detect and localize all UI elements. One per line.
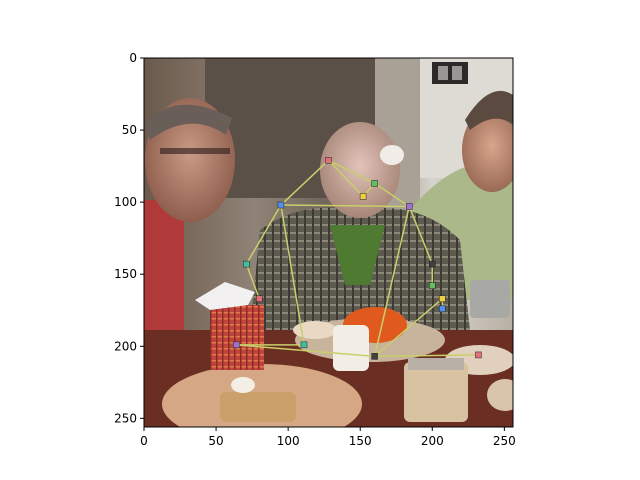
keypoint-marker bbox=[429, 282, 436, 289]
pose-skeleton bbox=[236, 159, 479, 358]
y-tick-label: 250 bbox=[114, 411, 137, 425]
keypoint-marker bbox=[359, 193, 367, 200]
skeleton-edge bbox=[408, 206, 433, 265]
y-tick-label: 200 bbox=[114, 339, 137, 353]
skeleton-edge bbox=[328, 159, 375, 185]
pose-keypoints bbox=[233, 157, 482, 360]
keypoint-marker bbox=[371, 353, 378, 360]
x-tick-label: 0 bbox=[140, 434, 148, 448]
keypoint-marker bbox=[300, 341, 308, 349]
skeleton-edge bbox=[327, 159, 364, 197]
skeleton-edge bbox=[374, 354, 479, 358]
skeleton-edge bbox=[280, 159, 330, 206]
x-tick-label: 50 bbox=[208, 434, 223, 448]
y-tick-label: 100 bbox=[114, 195, 137, 209]
skeleton-edge bbox=[374, 298, 443, 357]
skeleton-edge bbox=[245, 263, 261, 299]
skeleton-edge bbox=[374, 182, 410, 208]
keypoint-marker bbox=[233, 341, 240, 349]
skeleton-edge bbox=[245, 204, 282, 265]
skeleton-edge bbox=[236, 344, 375, 358]
x-tick-label: 250 bbox=[493, 434, 516, 448]
keypoint-marker bbox=[439, 305, 446, 313]
keypoint-marker bbox=[243, 260, 250, 268]
y-tick-label: 150 bbox=[114, 267, 137, 281]
skeleton-edge bbox=[373, 206, 410, 357]
x-tick-label: 100 bbox=[277, 434, 300, 448]
x-axis: 0 50 100 150 200 250 bbox=[140, 427, 516, 448]
y-tick-label: 50 bbox=[122, 123, 137, 137]
photo bbox=[144, 58, 513, 427]
x-tick-label: 200 bbox=[421, 434, 444, 448]
keypoint-marker bbox=[429, 260, 436, 268]
keypoint-marker bbox=[475, 351, 482, 359]
x-tick-label: 150 bbox=[349, 434, 372, 448]
keypoint-marker bbox=[371, 180, 378, 187]
keypoint-marker bbox=[439, 295, 446, 302]
keypoint-marker bbox=[405, 203, 413, 210]
keypoint-marker bbox=[325, 157, 332, 164]
skeleton-edge bbox=[280, 204, 305, 345]
y-tick-label: 0 bbox=[129, 51, 137, 65]
skeleton-edge bbox=[280, 204, 410, 208]
keypoint-marker bbox=[256, 295, 263, 302]
y-axis: 0 50 100 150 200 250 bbox=[114, 51, 144, 425]
axes-frame bbox=[143, 57, 514, 428]
keypoint-marker bbox=[277, 201, 285, 209]
